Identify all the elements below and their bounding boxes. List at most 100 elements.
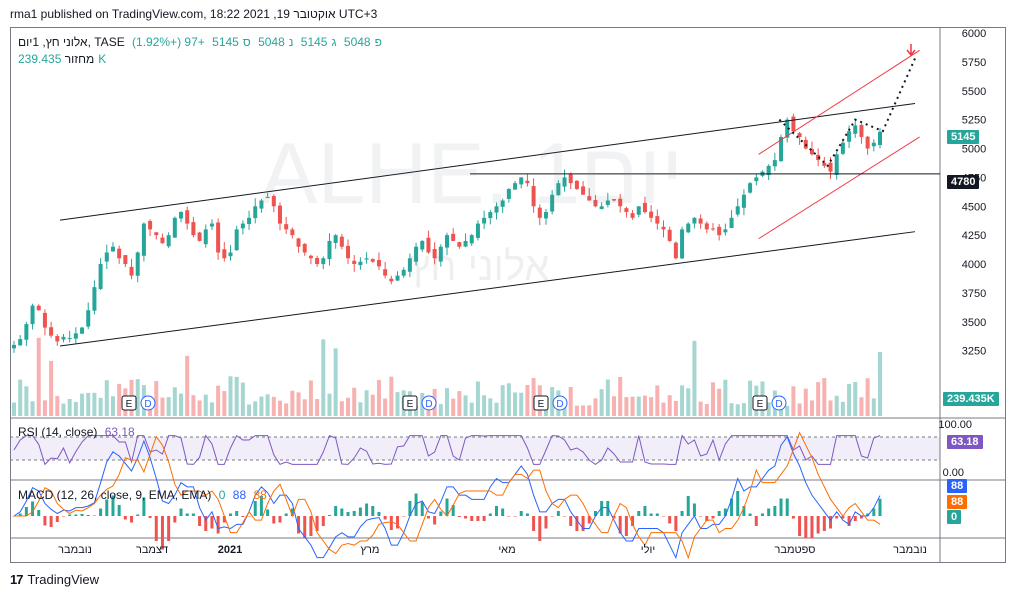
time-tick-label: דצמבר bbox=[136, 544, 168, 556]
volume-bar bbox=[445, 388, 449, 416]
volume-bar bbox=[624, 397, 629, 416]
macd-histogram-bar bbox=[24, 507, 28, 516]
candle-body bbox=[878, 131, 882, 146]
rsi-line bbox=[13, 434, 881, 466]
macd-histogram-bar bbox=[810, 516, 814, 539]
candle-body bbox=[24, 324, 29, 340]
volume-bar bbox=[649, 397, 654, 416]
volume-bar bbox=[859, 397, 864, 416]
macd-histogram-bar bbox=[284, 513, 288, 516]
macd-histogram-bar bbox=[822, 516, 826, 531]
macd-histogram-bar bbox=[563, 516, 567, 517]
candle-body bbox=[513, 183, 518, 190]
candle-body bbox=[550, 194, 555, 212]
candle-body bbox=[234, 229, 239, 251]
macd-histogram-bar bbox=[730, 498, 734, 516]
volume-bar bbox=[834, 395, 839, 416]
price-axis: 6000575055005250500047504500425040003750… bbox=[962, 28, 986, 358]
volume-bar bbox=[247, 404, 252, 416]
macd-signal-line bbox=[14, 431, 881, 560]
rsi-tag: 63.18 bbox=[947, 435, 983, 449]
price-tick-label: 5750 bbox=[962, 57, 986, 69]
macd-histogram-bar bbox=[303, 516, 307, 539]
macd-histogram-bar bbox=[111, 495, 115, 516]
volume-bar bbox=[253, 401, 258, 416]
candle-body bbox=[432, 249, 437, 259]
chart-frame[interactable] bbox=[10, 27, 1006, 563]
volume-bar bbox=[797, 403, 802, 416]
candle-body bbox=[680, 229, 685, 259]
macd-histogram-bar bbox=[736, 491, 740, 516]
macd-histogram-bar bbox=[191, 513, 195, 516]
volume-bar bbox=[513, 392, 518, 416]
rsi-label[interactable]: RSI (14, close) bbox=[18, 425, 98, 439]
volume-bar bbox=[346, 397, 351, 416]
volume-bar bbox=[840, 401, 845, 416]
candle-body bbox=[704, 223, 709, 230]
candle-body bbox=[80, 327, 85, 334]
volume-label[interactable]: מחזור bbox=[64, 52, 95, 66]
volume-bar bbox=[12, 402, 16, 416]
candle-body bbox=[166, 235, 171, 247]
macd-histogram-bar bbox=[841, 516, 845, 519]
candle-body bbox=[315, 258, 320, 265]
candle-body bbox=[729, 217, 734, 228]
macd-histogram-bar bbox=[346, 512, 350, 516]
candle-body bbox=[809, 149, 814, 155]
candle-body bbox=[12, 344, 16, 349]
candle-body bbox=[469, 235, 474, 244]
candle-body bbox=[871, 142, 876, 147]
candle-body bbox=[154, 232, 159, 236]
candle-body bbox=[271, 195, 276, 207]
volume-bar bbox=[568, 386, 573, 416]
symbol-title[interactable]: אלוני חץ, 1יום, TASE bbox=[18, 35, 125, 49]
candle-body bbox=[618, 198, 623, 207]
time-tick-label: יולי bbox=[641, 543, 655, 556]
price-tick-label: 4000 bbox=[962, 259, 986, 271]
macd-histogram-bar bbox=[334, 506, 338, 516]
macd-histogram-bar bbox=[327, 515, 331, 516]
volume-bar bbox=[277, 400, 282, 416]
macd-histogram-bar bbox=[365, 503, 369, 516]
volume-bar bbox=[463, 395, 468, 416]
macd-histogram-bar bbox=[259, 496, 263, 516]
candle-body bbox=[86, 310, 91, 327]
dividend-event-icon bbox=[140, 395, 156, 411]
volume-bar bbox=[49, 360, 54, 416]
candle-body bbox=[847, 131, 852, 142]
macd-histogram-bar bbox=[86, 515, 90, 516]
earnings-event-label: E bbox=[757, 399, 764, 410]
macd-histogram-bar bbox=[705, 516, 709, 521]
volume-bar bbox=[803, 388, 808, 416]
level-price-tag: 4780 bbox=[947, 175, 980, 189]
macd-histogram-bar bbox=[222, 516, 226, 523]
candle-body bbox=[519, 177, 524, 185]
volume-bar bbox=[581, 405, 586, 416]
volume-bar bbox=[729, 403, 734, 416]
macd-histogram-bar bbox=[173, 516, 177, 523]
candle-body bbox=[661, 226, 666, 230]
volume-bar bbox=[117, 383, 122, 416]
candle-body bbox=[216, 222, 221, 253]
candle-body bbox=[420, 240, 425, 250]
candle-body bbox=[779, 136, 784, 162]
macd-histogram-bar bbox=[80, 514, 84, 516]
volume-bar bbox=[80, 393, 85, 416]
macd-histogram-bar bbox=[859, 516, 863, 519]
volume-bar bbox=[847, 383, 852, 416]
dividend-event-label: D bbox=[144, 399, 151, 410]
candle-body bbox=[321, 258, 326, 265]
candle-body bbox=[160, 237, 165, 244]
macd-histogram-bar bbox=[241, 516, 245, 517]
volume-bar bbox=[667, 395, 672, 416]
macd-label[interactable]: MACD (12, 26, close, 9, EMA, EMA) bbox=[18, 488, 212, 502]
earnings-event-label: E bbox=[407, 399, 414, 410]
volume-bar bbox=[574, 405, 579, 416]
macd-histogram-bar bbox=[18, 513, 22, 516]
candle-body bbox=[772, 160, 777, 167]
candle-body bbox=[339, 236, 344, 247]
footer-brand[interactable]: 17 TradingView bbox=[10, 572, 99, 587]
high-label: ג bbox=[331, 35, 337, 49]
macd-histogram-bar bbox=[130, 516, 134, 523]
